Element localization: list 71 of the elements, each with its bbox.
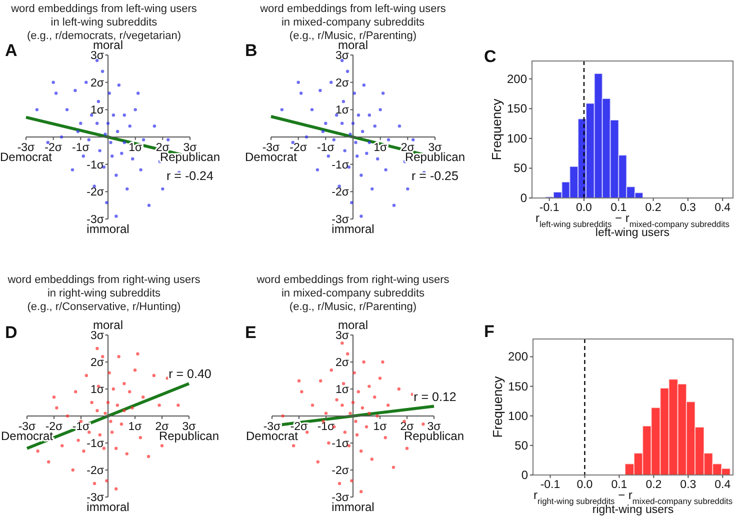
x-tick-label: 0.1 (611, 479, 628, 491)
y-tick-label: 150 (508, 379, 528, 394)
y-tick-label: -2σ (86, 465, 104, 477)
y-tick-label: -2σ (86, 186, 104, 199)
text: F (484, 322, 494, 341)
y-tick-label: 2σ (336, 357, 349, 369)
text: moral (338, 318, 368, 332)
y-tick-label: 3σ (90, 50, 104, 62)
x-tick-label: -1σ (317, 421, 335, 433)
x-tick-label: 0.3 (680, 479, 696, 491)
y-tick-label: -1σ (86, 438, 104, 450)
annotation: Republican (404, 150, 466, 164)
x-tick-label: -0.1 (540, 479, 560, 491)
y-tick-label: 50 (514, 438, 528, 452)
x-tick-label: 0.2 (646, 479, 662, 491)
y-tick-label: 0 (520, 191, 528, 205)
x-tick-label: -1σ (317, 142, 334, 154)
x-tick-label: 0.4 (714, 479, 732, 491)
annotation: r = -0.24 (166, 169, 214, 183)
y-tick-label: -1σ (332, 159, 349, 172)
y-tick-label: 100 (506, 131, 528, 146)
y-tick-label: 2σ (90, 357, 104, 369)
x-tick-label: 0.0 (576, 479, 593, 491)
y-tick-label: 2σ (336, 77, 349, 90)
y-tick-label: 200 (506, 72, 528, 86)
x-tick-label: 1σ (374, 142, 388, 154)
x-tick-label: 1σ (128, 142, 142, 154)
chart-title: word embeddings from right-wing users in mixed-company subreddits (e.g., r/Music, r/Parenting) (256, 274, 450, 313)
annotation: r = 0.40 (168, 367, 212, 381)
text: B (245, 41, 258, 60)
y-tick-label: -2σ (332, 186, 349, 199)
chart-title: word embeddings from right-wing users in right-wing subreddits (e.g., r/Conservative, r/Hunting) (6, 274, 201, 313)
y-tick-label: 1σ (90, 384, 104, 396)
text: E (245, 323, 256, 342)
x-tick-label: 1σ (373, 421, 387, 433)
x-tick-label: 0.0 (576, 202, 592, 214)
y-tick-label: 150 (506, 102, 528, 116)
x-tick-label: 0.3 (680, 202, 696, 214)
y-tick-label: 3σ (336, 50, 349, 62)
x-axis-title: r$_{right-wing subreddits}$ − r$_{mixed-company subreddits}$ right-wing users (533, 488, 733, 516)
y-tick-label: 3σ (336, 330, 349, 342)
annotation: r = -0.25 (412, 169, 458, 183)
y-axis-title: Frequency (489, 98, 504, 160)
x-tick-label: -0.1 (539, 202, 560, 214)
text: C (484, 47, 496, 66)
chart-title: word embeddings from left-wing users in left-wing subreddits (e.g., r/democrats, r/vegetarian) (10, 3, 198, 42)
y-tick-label: 1σ (90, 104, 104, 117)
y-tick-label: -1σ (332, 438, 349, 450)
annotation: Republican (160, 150, 220, 164)
text: D (5, 323, 18, 342)
y-tick-label: 50 (514, 161, 528, 176)
x-tick-label: 0.2 (645, 202, 662, 214)
y-tick-label: 2σ (90, 77, 104, 90)
chart-title: word embeddings from left-wing users in mixed-company subreddits (e.g., r/Music, r/Parenting) (259, 3, 446, 42)
x-tick-label: 1σ (128, 421, 142, 433)
x-tick-label: 0.1 (610, 202, 627, 214)
y-tick-label: 1σ (336, 384, 349, 396)
y-tick-label: 100 (508, 408, 528, 423)
y-tick-label: 0 (521, 468, 528, 482)
y-tick-label: 3σ (90, 330, 104, 342)
y-axis-title: Frequency (490, 376, 505, 438)
y-tick-label: -2σ (332, 465, 349, 477)
text: A (5, 41, 18, 60)
y-tick-label: 1σ (336, 104, 349, 117)
text: moral (92, 318, 124, 332)
x-tick-label: -1σ (72, 142, 90, 154)
annotation: r = 0.12 (414, 390, 456, 404)
y-tick-label: -1σ (86, 159, 104, 172)
x-axis-title: r$_{left-wing subreddits}$ − r$_{mixed-company subreddits}$ left-wing users (536, 211, 730, 239)
y-tick-label: 200 (508, 350, 528, 364)
x-tick-label: 0.4 (714, 202, 732, 214)
